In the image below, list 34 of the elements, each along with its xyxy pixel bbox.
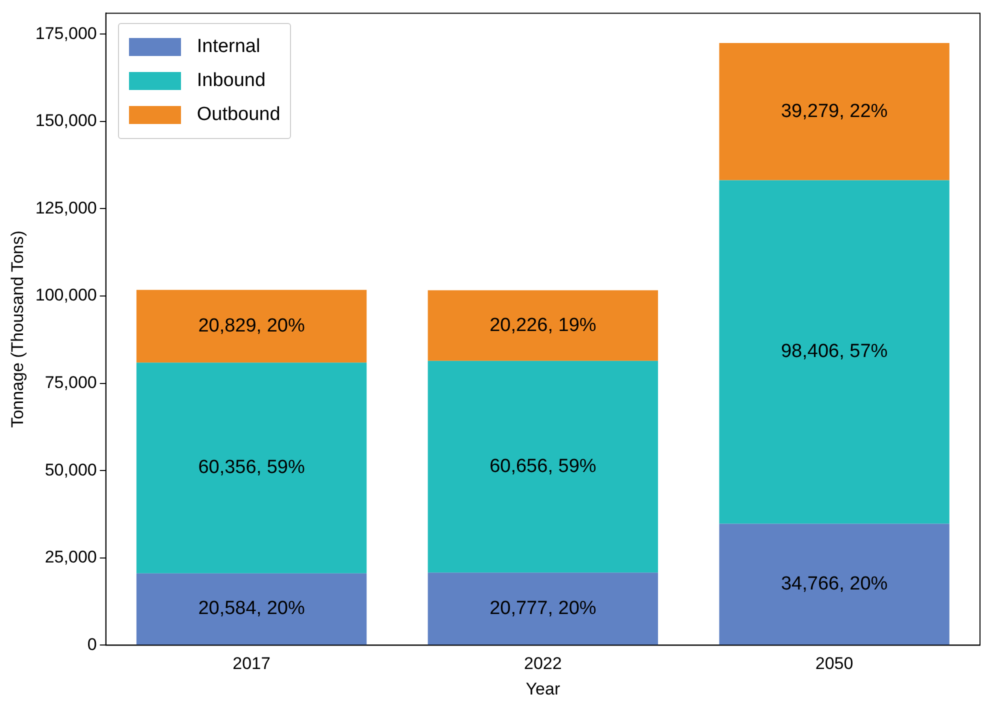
- bar: [719, 43, 950, 180]
- y-tick-label: 75,000: [44, 373, 97, 392]
- data-label: 20,584, 20%: [198, 598, 305, 620]
- x-tick-label: 2022: [524, 654, 562, 674]
- y-tick-label: 150,000: [35, 111, 97, 130]
- data-label: 20,226, 19%: [490, 314, 596, 336]
- bar: [136, 573, 367, 645]
- y-tick-label: 100,000: [35, 286, 97, 305]
- bar: [428, 572, 658, 645]
- y-tick-label: 175,000: [35, 24, 97, 43]
- bar: [428, 290, 658, 361]
- data-label: 60,656, 59%: [490, 456, 596, 477]
- legend-label: Inbound: [196, 70, 266, 92]
- data-label: 20,829, 20%: [198, 315, 305, 336]
- legend-label: Internal: [196, 36, 260, 58]
- x-tick-label: 2017: [232, 654, 270, 674]
- y-tick-label: 50,000: [44, 460, 97, 480]
- bar: [136, 290, 367, 363]
- data-label: 34,766, 20%: [780, 573, 888, 594]
- x-tick-label: 2050: [815, 654, 854, 674]
- y-tick-label: 0: [87, 634, 97, 654]
- bar: [719, 180, 950, 524]
- bar: [136, 362, 367, 574]
- data-label: 60,356, 59%: [198, 457, 305, 478]
- x-axis-title: Year: [526, 679, 560, 698]
- bar: [719, 524, 950, 645]
- y-tick-label: 25,000: [44, 548, 97, 567]
- legend-label: Outbound: [196, 104, 280, 126]
- data-label: 39,279, 22%: [780, 100, 888, 122]
- y-tick-label: 125,000: [35, 198, 97, 218]
- data-label: 98,406, 57%: [780, 341, 888, 362]
- bar: [428, 360, 658, 573]
- y-axis-title: Tonnage (Thousand Tons): [8, 230, 27, 428]
- data-label: 20,777, 20%: [490, 598, 596, 619]
